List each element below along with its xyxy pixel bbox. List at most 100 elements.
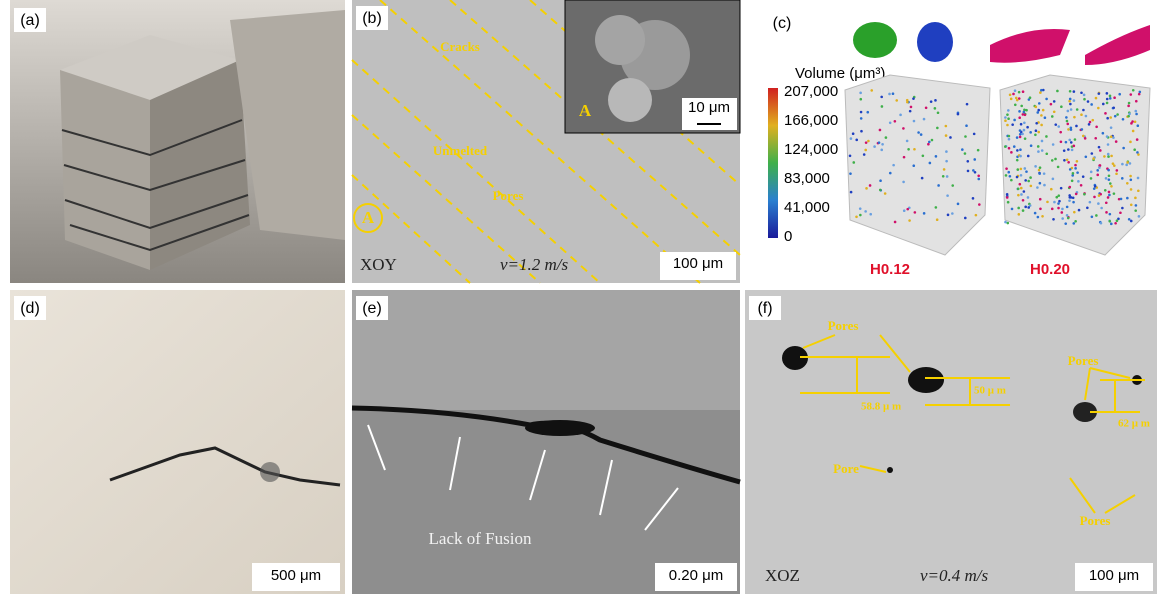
pore-point: [1073, 99, 1076, 102]
pore-point: [1093, 187, 1096, 190]
pore-point: [1078, 209, 1081, 212]
pore-point: [1128, 218, 1131, 221]
colorbar-tick-label: 0: [784, 228, 792, 245]
pore-point: [1118, 93, 1121, 96]
pore-point: [1053, 100, 1056, 103]
pore-point: [1066, 158, 1069, 161]
pore-point: [1006, 222, 1009, 225]
pore-point: [945, 150, 948, 153]
plane: XOZ: [765, 566, 800, 585]
pore-point: [1109, 97, 1112, 100]
pore-point: [1063, 159, 1066, 162]
pore-point: [879, 129, 882, 132]
pore-point: [889, 172, 892, 175]
pore-point: [1128, 112, 1131, 115]
pore-point: [1083, 193, 1086, 196]
pore-point: [1045, 152, 1048, 155]
figure: (a) Cracks Unmelted Pores A A 10 μm XOY …: [0, 0, 1157, 594]
pore-point: [1107, 169, 1110, 172]
pore-point: [1102, 132, 1105, 135]
pore-point: [1130, 220, 1133, 223]
pore-point: [1019, 129, 1022, 132]
pore-point: [1133, 148, 1136, 151]
pore-point: [1066, 206, 1069, 209]
pore-point: [1100, 207, 1103, 210]
pore-point: [1128, 102, 1131, 105]
pore-point: [885, 136, 888, 139]
pore-point: [1091, 215, 1094, 218]
pore-point: [923, 212, 926, 215]
panel-label: (d): [20, 300, 40, 317]
pore-point: [1053, 201, 1056, 204]
pore-point: [1102, 103, 1105, 106]
pore-point: [1016, 168, 1019, 171]
pore-point: [945, 160, 948, 163]
pore-render: [853, 22, 897, 58]
pore-point: [1115, 172, 1118, 175]
pore-point: [902, 181, 905, 184]
pore-point: [1068, 139, 1071, 142]
pore-point: [850, 191, 853, 194]
pore-point: [925, 107, 928, 110]
pore-point: [947, 214, 950, 217]
pore-point: [1107, 153, 1110, 156]
pore-point: [1005, 167, 1008, 170]
scale: 100 μm: [1089, 567, 1139, 584]
pore-point: [906, 140, 909, 143]
pore-point: [1085, 115, 1088, 118]
pore-point: [1130, 178, 1133, 181]
pore-point: [1022, 209, 1025, 212]
pore-point: [879, 189, 882, 192]
pore: [908, 367, 944, 393]
pore-point: [1045, 135, 1048, 138]
pore-point: [1088, 123, 1091, 126]
pore-point: [1034, 165, 1037, 168]
sample-label: H0.20: [1030, 261, 1070, 278]
pore-point: [945, 134, 948, 137]
pore-point: [1022, 90, 1025, 93]
pore-point: [1095, 97, 1098, 100]
pore-point: [878, 141, 881, 144]
pore-point: [1110, 155, 1113, 158]
pore-point: [1070, 128, 1073, 131]
pore-point: [1082, 175, 1085, 178]
pore-point: [1109, 116, 1112, 119]
pore-point: [909, 110, 912, 113]
pore-point: [1097, 107, 1100, 110]
pore-point: [1064, 222, 1067, 225]
pore-point: [869, 184, 872, 187]
pore-point: [1080, 113, 1083, 116]
pore-point: [1007, 171, 1010, 174]
pore-point: [859, 98, 862, 101]
void: [525, 420, 595, 436]
pore-point: [1134, 110, 1137, 113]
pore-point: [1072, 222, 1075, 225]
pore-point: [863, 153, 866, 156]
pore-point: [931, 139, 934, 142]
pore-point: [1029, 176, 1032, 179]
pore-point: [881, 105, 884, 108]
pore-point: [1114, 222, 1117, 225]
pore-point: [1006, 124, 1009, 127]
annotation: Unmelted: [433, 143, 488, 158]
pore-point: [1016, 99, 1019, 102]
inset-marker: A: [579, 101, 592, 120]
pore-point: [1030, 185, 1033, 188]
pore-point: [957, 203, 960, 206]
pore-point: [873, 145, 876, 148]
pore-point: [869, 213, 872, 216]
pore-point: [852, 132, 855, 135]
pore-point: [1006, 113, 1009, 116]
pore-point: [1005, 174, 1008, 177]
pore-point: [1013, 145, 1016, 148]
pore-point: [1074, 220, 1077, 223]
pore-point: [1037, 131, 1040, 134]
pore-point: [1030, 144, 1033, 147]
pore-point: [1024, 137, 1027, 140]
pore-point: [1016, 149, 1019, 152]
pore-point: [870, 89, 873, 92]
pore-point: [972, 197, 975, 200]
panel-label: (e): [362, 300, 382, 317]
pore-point: [1058, 200, 1061, 203]
pore-point: [1014, 103, 1017, 106]
